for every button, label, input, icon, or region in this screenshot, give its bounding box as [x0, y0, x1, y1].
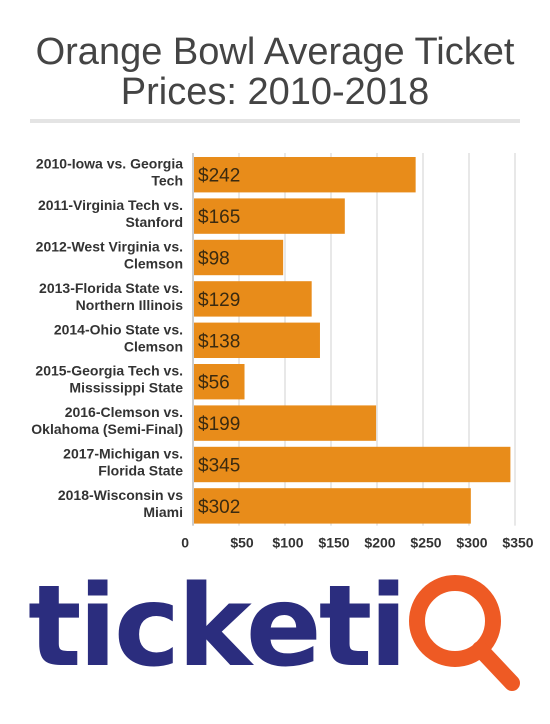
category-label-3-line-2: Northern Illinois: [76, 297, 184, 313]
x-tick-label-6: $300: [456, 535, 487, 551]
bar-value-label-3: $129: [198, 290, 240, 311]
category-label-6-line-1: 2016-Clemson vs.: [65, 404, 183, 420]
x-tick-label-1: $50: [230, 535, 254, 551]
bar-7: [194, 446, 511, 483]
chart-title-line-1: Orange Bowl Average Ticket: [35, 31, 515, 73]
ticketiq-logo: ticketi: [28, 565, 520, 692]
bar-1: [194, 198, 345, 234]
category-label-4-line-1: 2014-Ohio State vs.: [54, 321, 183, 337]
category-label-1-line-2: Stanford: [125, 214, 183, 230]
bar-0: [194, 157, 416, 193]
bar-6: [194, 405, 377, 441]
category-label-2-line-2: Clemson: [124, 256, 183, 272]
bar-4: [194, 322, 320, 358]
category-label-5-line-2: Mississippi State: [69, 380, 183, 396]
category-label-7-line-2: Florida State: [98, 463, 183, 479]
category-label-4-line-2: Clemson: [124, 338, 183, 354]
bar-8: [194, 488, 471, 524]
category-label-8-line-1: 2018-Wisconsin vs: [58, 487, 183, 503]
bar-value-label-5: $56: [198, 373, 230, 394]
category-label-2-line-1: 2012-West Virginia vs.: [36, 239, 183, 255]
bar-value-label-0: $242: [198, 166, 240, 187]
category-label-6-line-2: Oklahoma (Semi-Final): [31, 421, 183, 437]
bar-value-label-6: $199: [198, 414, 240, 435]
logo-wordmark: ticketi: [28, 565, 405, 692]
x-tick-label-7: $350: [502, 535, 533, 551]
category-label-3-line-1: 2013-Florida State vs.: [39, 280, 183, 296]
category-label-0-line-1: 2010-Iowa vs. Georgia: [36, 156, 183, 172]
bar-value-label-8: $302: [198, 497, 240, 518]
bar-3: [194, 281, 312, 317]
chart-title: Orange Bowl Average Ticket Prices: 2010-…: [0, 32, 550, 112]
x-tick-label-2: $100: [272, 535, 303, 551]
bar-2: [194, 239, 284, 276]
bar-value-label-4: $138: [198, 331, 240, 352]
title-divider: [30, 119, 520, 123]
bar-value-label-1: $165: [198, 207, 240, 228]
bar-value-label-2: $98: [198, 249, 230, 270]
category-label-7-line-1: 2017-Michigan vs.: [63, 446, 183, 462]
category-label-1-line-1: 2011-Virginia Tech vs.: [38, 197, 183, 213]
x-tick-label-3: $150: [318, 535, 349, 551]
logo-q-magnifier-icon: [409, 575, 520, 691]
x-tick-label-5: $250: [410, 535, 441, 551]
x-tick-label-0: 0: [181, 535, 189, 551]
category-label-8-line-2: Miami: [143, 504, 183, 520]
chart-title-line-2: Prices: 2010-2018: [120, 71, 430, 113]
x-tick-label-4: $200: [364, 535, 395, 551]
bar-5: [194, 364, 245, 400]
category-label-0-line-2: Tech: [151, 173, 183, 189]
category-label-5-line-1: 2015-Georgia Tech vs.: [35, 363, 183, 379]
bar-value-label-7: $345: [198, 456, 240, 477]
